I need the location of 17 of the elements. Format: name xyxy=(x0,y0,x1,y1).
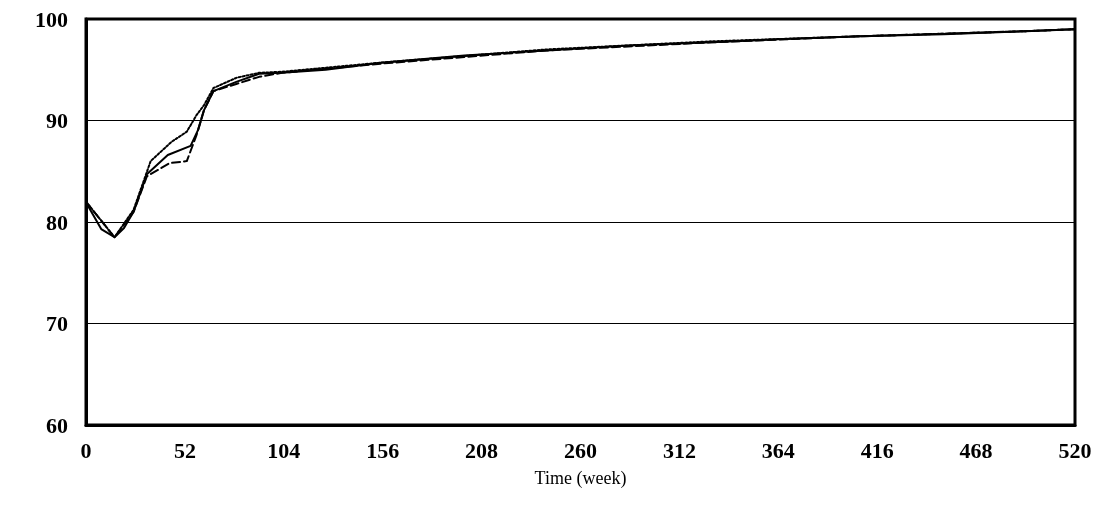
x-tick-label: 104 xyxy=(267,437,301,463)
x-tick-label: 52 xyxy=(173,437,196,463)
x-axis-title: Time (week) xyxy=(534,468,627,489)
y-tick-label: 100 xyxy=(35,6,68,32)
y-tick-label: 80 xyxy=(46,209,68,235)
x-tick-label: 156 xyxy=(366,437,400,463)
x-tick-label: 416 xyxy=(860,437,894,463)
x-tick-label: 0 xyxy=(80,437,92,463)
x-tick-label: 520 xyxy=(1058,437,1092,463)
y-tick-label: 70 xyxy=(46,311,68,336)
y-tick-label: 90 xyxy=(46,108,68,133)
y-tick-label: 60 xyxy=(46,412,68,438)
x-tick-label: 364 xyxy=(761,437,795,463)
x-tick-label: 260 xyxy=(564,437,597,463)
x-tick-label: 468 xyxy=(959,437,993,463)
x-tick-label: 312 xyxy=(662,437,696,463)
x-tick-label: 208 xyxy=(465,437,499,463)
